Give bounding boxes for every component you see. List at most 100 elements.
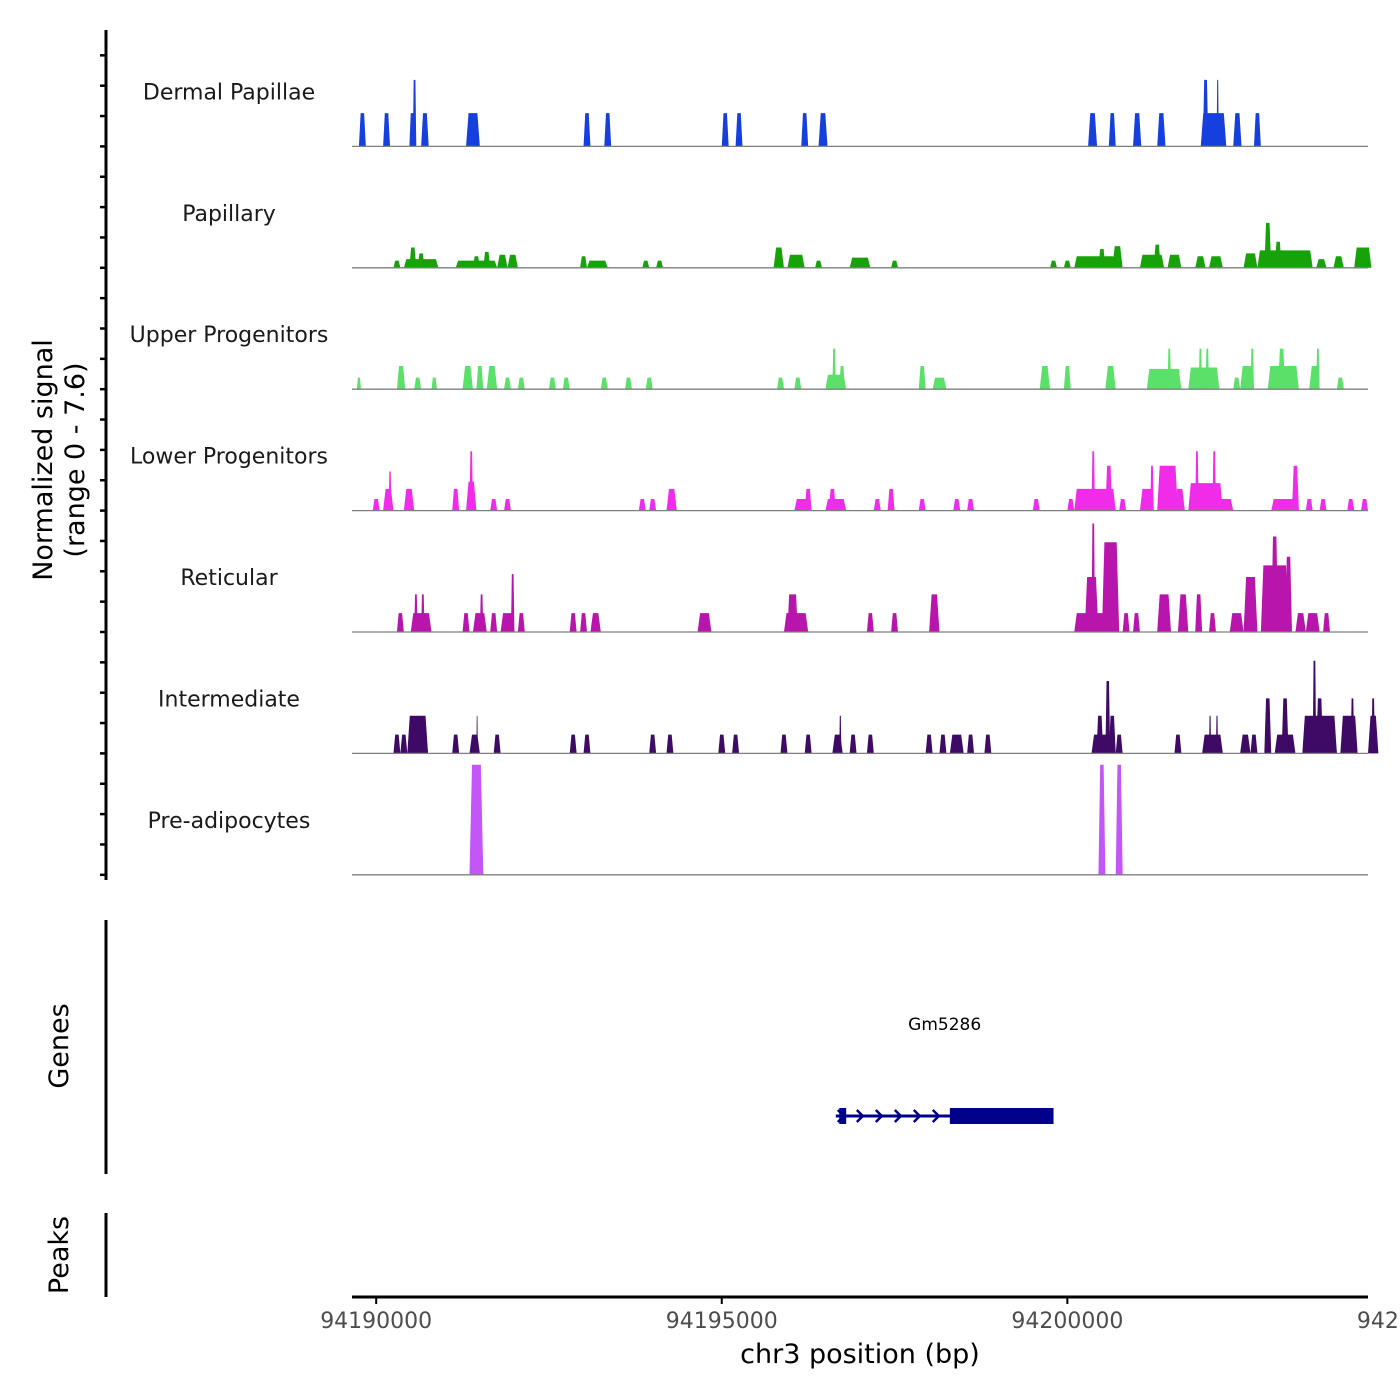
signal-segment [497, 254, 508, 268]
signal-segment [825, 499, 847, 511]
signal-segment [1316, 259, 1327, 268]
signal-segment [1316, 348, 1320, 390]
signal-segment [504, 499, 511, 511]
signal-segment [967, 499, 975, 511]
signal-segment [649, 499, 657, 511]
signal-segment [486, 366, 498, 390]
signal-segment [1233, 377, 1241, 390]
signal-segment [649, 734, 657, 754]
signal-segment [1098, 248, 1106, 268]
signal-segment [1188, 367, 1220, 390]
signal-segment [1167, 254, 1182, 268]
signal-segment [517, 377, 525, 390]
signal-segment [656, 260, 664, 268]
signal-segment [1153, 244, 1161, 268]
signal-segment [604, 113, 612, 147]
signal-segment [1174, 734, 1182, 754]
signal-segment [1177, 594, 1189, 632]
signal-segment [918, 499, 926, 511]
signal-segment [1039, 366, 1051, 390]
signal-segment [412, 79, 417, 147]
signal-segment [801, 113, 809, 147]
track-label: Upper Progenitors [130, 323, 329, 348]
signal-segment [396, 366, 406, 390]
signal-segment [1243, 577, 1258, 632]
signal-segment [818, 113, 828, 147]
signal-segment [1278, 348, 1286, 390]
signal-segment [666, 488, 677, 511]
signal-segment [732, 734, 740, 754]
signal-segment [1209, 256, 1223, 268]
signal-segment [1098, 764, 1106, 875]
strand-arrow-icon [874, 1109, 884, 1123]
signal-segment [1139, 488, 1154, 511]
signal-segment [393, 734, 401, 754]
signal-segment [1240, 734, 1251, 754]
signal-segment [794, 377, 802, 390]
signal-segment [1115, 734, 1123, 754]
signal-segment [388, 471, 392, 511]
strand-arrow-icon [931, 1109, 941, 1123]
signal-segment [1157, 465, 1178, 511]
track-label: Intermediate [158, 687, 300, 712]
track-label: Lower Progenitors [130, 445, 328, 470]
signal-segment [1240, 366, 1254, 390]
signal-segment [410, 613, 432, 632]
signal-segment [421, 113, 429, 147]
signal-segment [1209, 715, 1212, 754]
peaks-panel-label: Peaks [44, 1216, 75, 1294]
signal-segment [580, 256, 587, 268]
signal-segment [1157, 113, 1166, 147]
signal-segment [953, 499, 961, 511]
signal-segment [383, 488, 394, 511]
signal-segment [393, 260, 401, 268]
signal-segment [421, 734, 429, 754]
signal-segment [1305, 613, 1320, 632]
signal-segment [1257, 250, 1313, 268]
signal-segment [472, 613, 487, 632]
signal-segment [780, 734, 788, 754]
strand-arrow-icon [912, 1109, 922, 1123]
gene-exon [949, 1108, 1054, 1124]
track-lower-progenitors: Lower Progenitors [130, 445, 1368, 512]
signal-segment [1063, 366, 1071, 390]
signal-segment [469, 764, 484, 875]
signal-segment [452, 488, 460, 511]
signal-segment [1096, 715, 1104, 754]
y-axis-title-line1: Normalized signal [28, 339, 59, 581]
signal-segment [1305, 499, 1313, 511]
signal-segment [462, 366, 473, 390]
signal-segment [1323, 734, 1337, 754]
signal-segment [949, 734, 964, 754]
track-label: Reticular [180, 566, 278, 591]
genes-panel-label: Genes [44, 1003, 75, 1088]
signal-segment [984, 734, 992, 754]
signal-segment [1122, 613, 1130, 632]
track-upper-progenitors: Upper Progenitors [130, 323, 1368, 390]
signal-segment [1361, 499, 1368, 511]
signal-segment [409, 247, 417, 268]
signal-segment [1105, 681, 1111, 754]
signal-segment [1243, 253, 1258, 268]
signal-segment [483, 251, 491, 268]
track-pre-adipocytes: Pre-adipocytes [148, 764, 1368, 876]
signal-segment [1285, 556, 1292, 632]
signal-segment [517, 613, 525, 632]
signal-segment [1202, 79, 1209, 147]
signal-segment [1250, 734, 1258, 754]
signal-segment [777, 377, 784, 390]
signal-segment [490, 499, 498, 511]
x-axis-title: chr3 position (bp) [740, 1339, 980, 1370]
signal-segment [1323, 613, 1330, 632]
signal-segment [625, 377, 632, 390]
track-dermal-papillae: Dermal Papillae [143, 79, 1368, 148]
signal-segment [396, 613, 404, 632]
signal-segment [1264, 222, 1272, 268]
strand-arrow-icon [836, 1109, 846, 1123]
signal-segment [431, 377, 438, 390]
signal-segment [417, 253, 425, 268]
signal-segment [600, 377, 608, 390]
gene-annotations: Gm5286 [835, 1015, 1054, 1124]
signal-segment [1319, 499, 1327, 511]
signal-y-axis [100, 30, 108, 880]
